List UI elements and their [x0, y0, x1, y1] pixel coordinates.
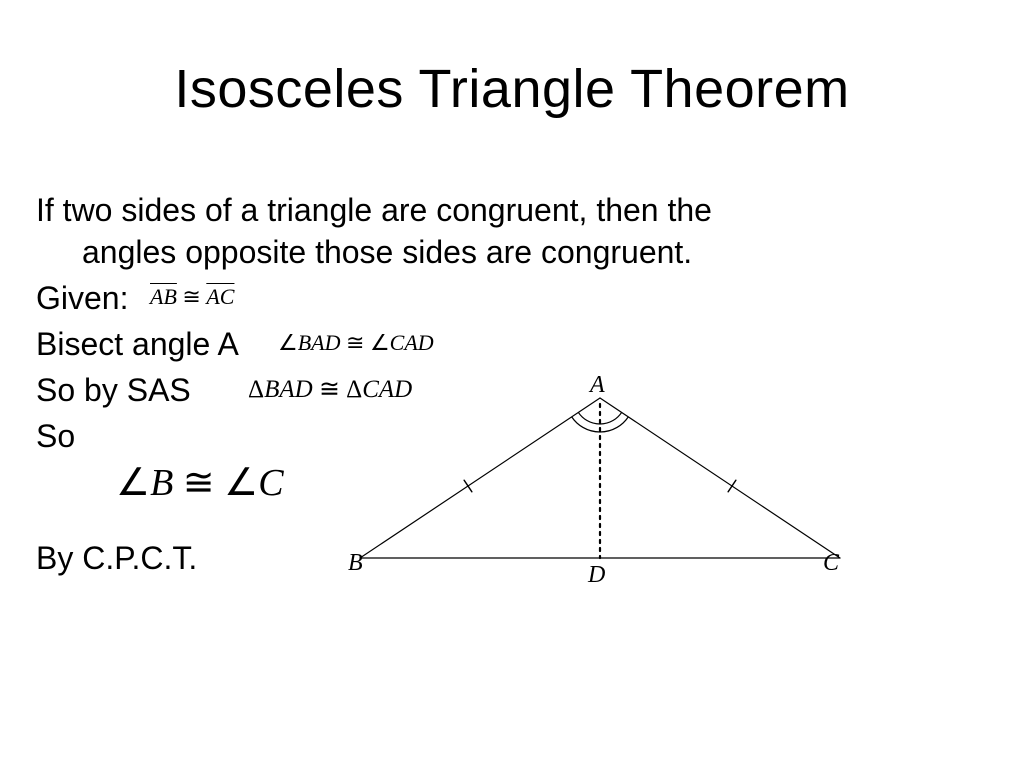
theorem-line-1: If two sides of a triangle are congruent…	[36, 190, 712, 230]
theorem-line-2: angles opposite those sides are congruen…	[82, 232, 692, 272]
vertex-label-c: C	[823, 550, 839, 577]
given-ac: AC	[206, 284, 234, 309]
triangle-diagram	[330, 388, 870, 588]
bisect-math: ∠BAD ≅ ∠CAD	[278, 330, 434, 356]
bisect-label: Bisect angle A	[36, 324, 239, 364]
given-math: AB ≅ AC	[150, 284, 234, 310]
slide-title: Isosceles Triangle Theorem	[0, 58, 1024, 120]
vertex-label-d: D	[588, 562, 605, 589]
so-label: So	[36, 416, 75, 456]
given-ab: AB	[150, 284, 177, 309]
given-label: Given:	[36, 278, 128, 318]
conclusion-math: ∠B ≅ ∠C	[116, 460, 284, 505]
vertex-label-b: B	[348, 550, 363, 577]
slide: Isosceles Triangle Theorem If two sides …	[0, 0, 1024, 768]
vertex-label-a: A	[590, 372, 605, 399]
sas-label: So by SAS	[36, 370, 191, 410]
given-cong: ≅	[177, 284, 206, 309]
cpct-label: By C.P.C.T.	[36, 538, 197, 578]
